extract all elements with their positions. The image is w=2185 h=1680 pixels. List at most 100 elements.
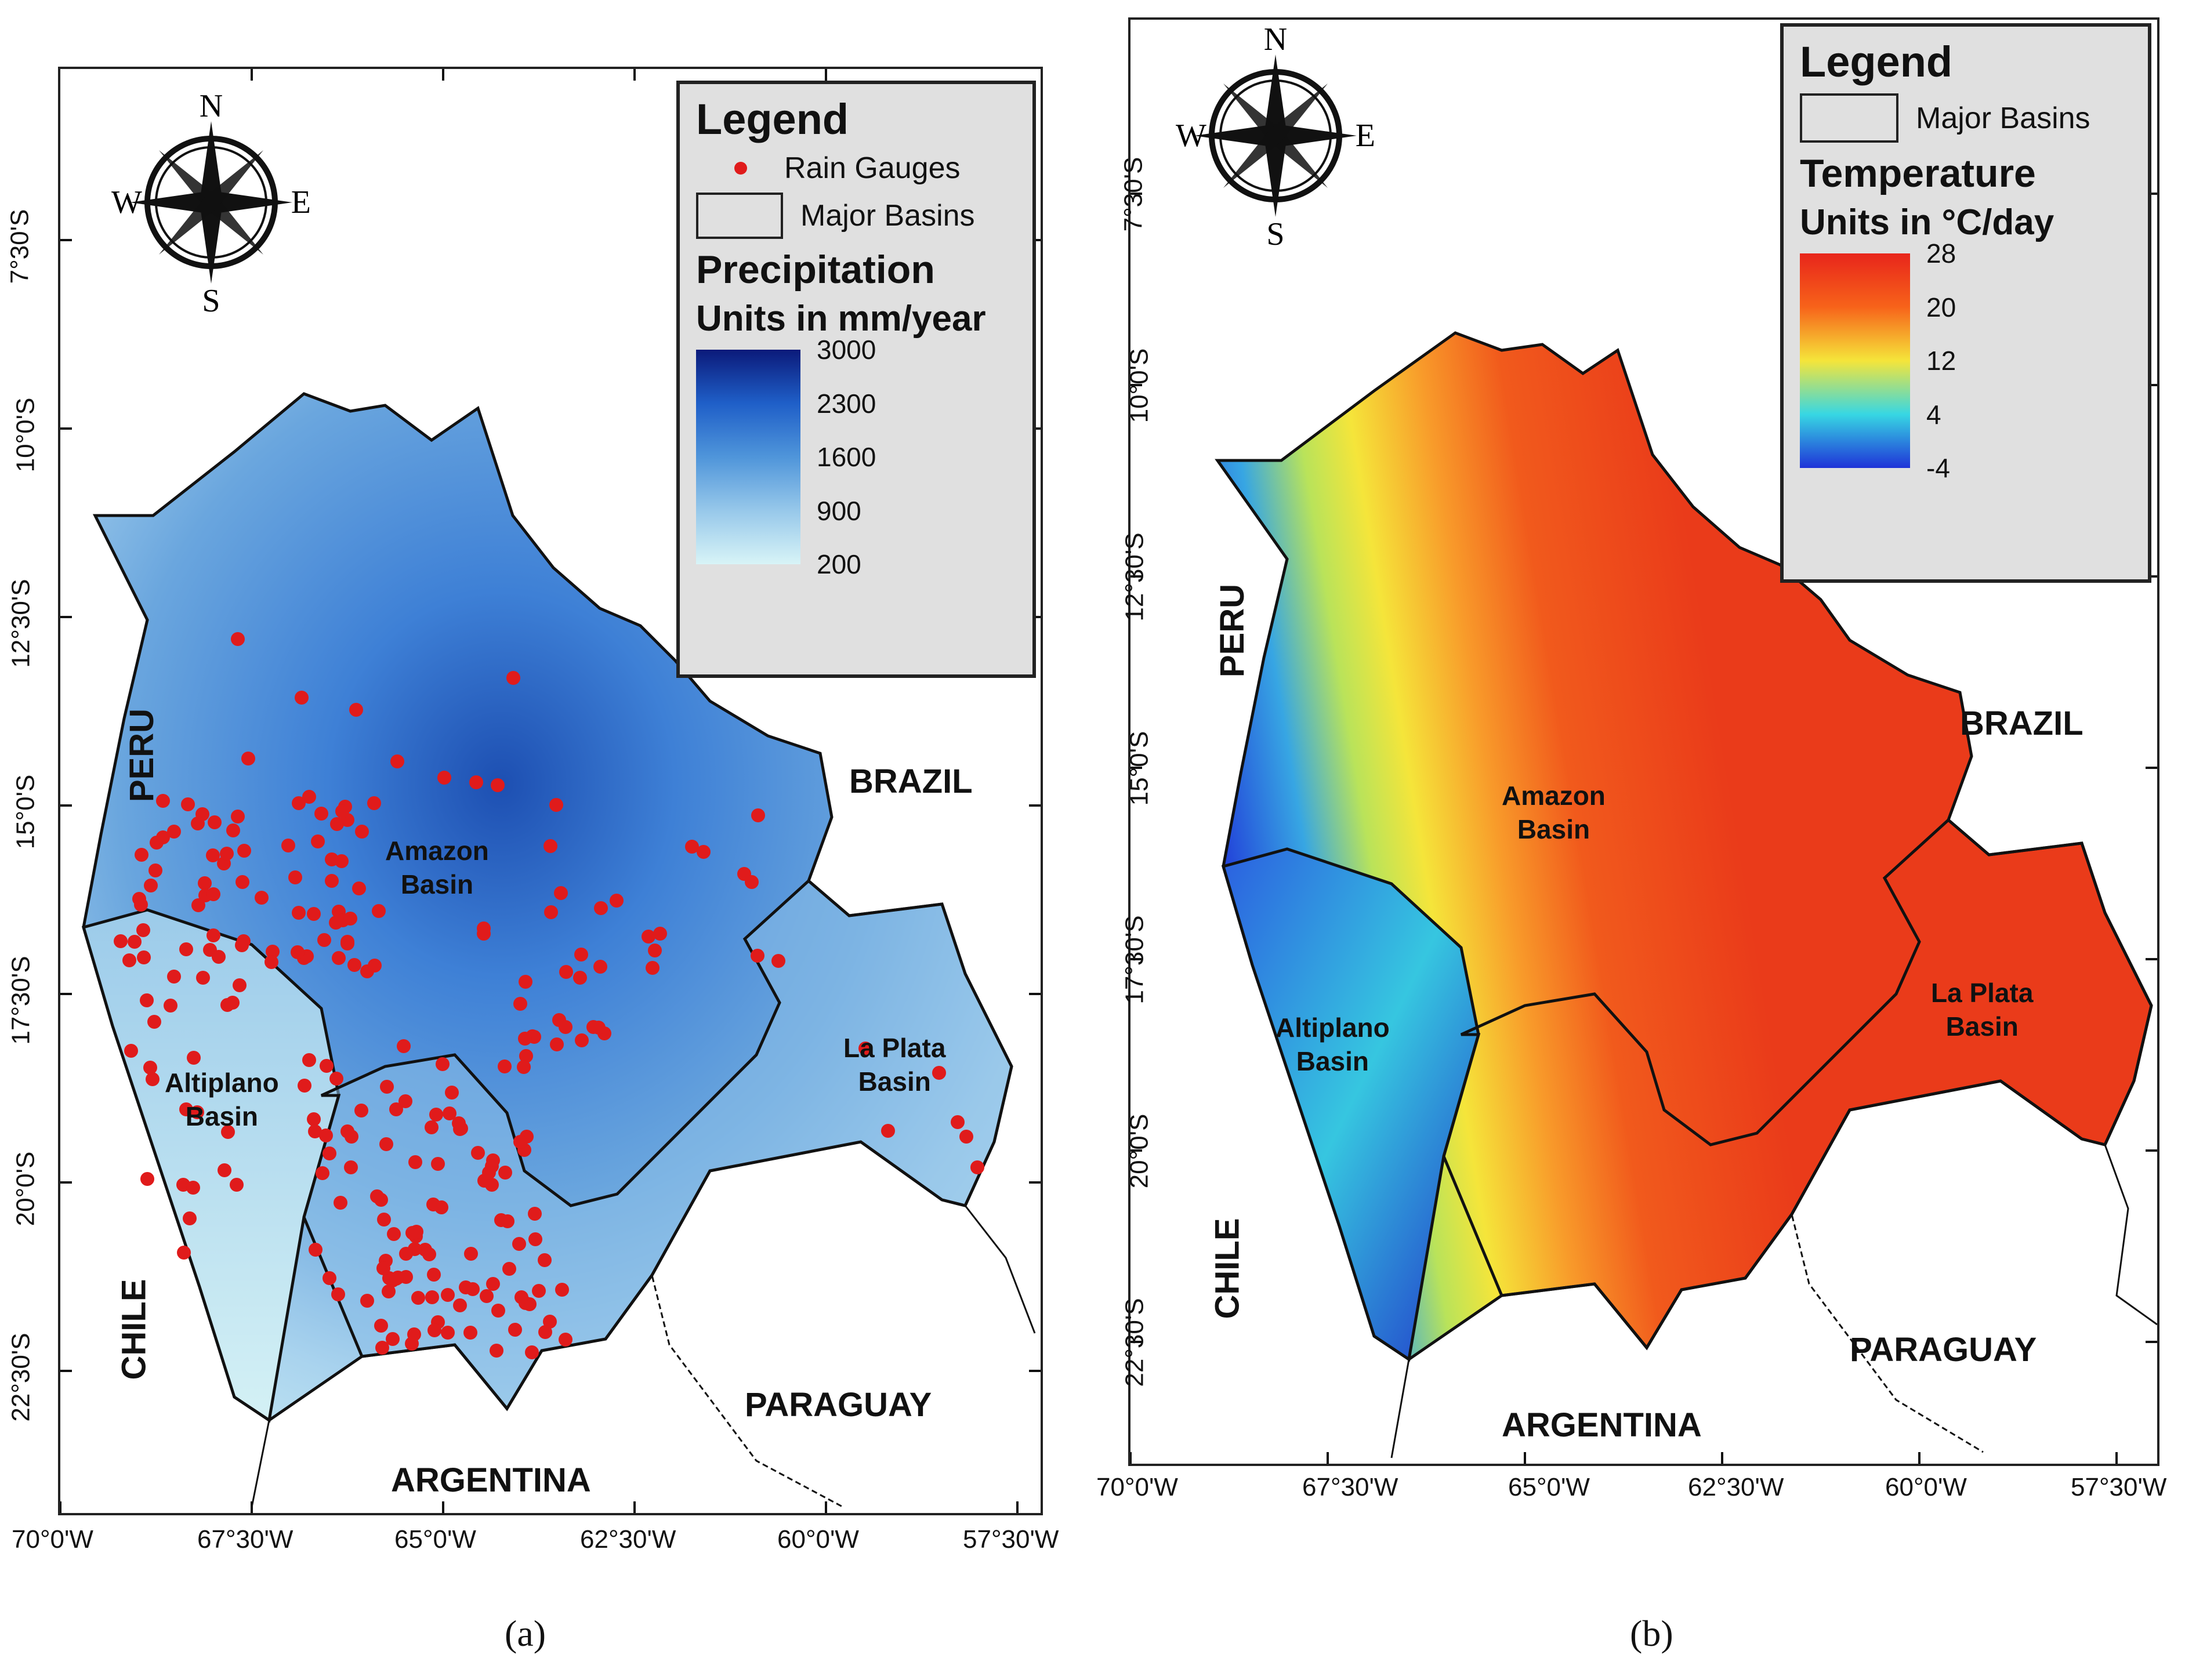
rain-gauge-point <box>148 863 162 877</box>
rain-gauge-point <box>959 1130 973 1144</box>
rain-gauge-point <box>528 1207 542 1221</box>
rain-gauge-point <box>128 935 142 949</box>
rain-gauge-point <box>144 879 158 892</box>
rain-gauge-point <box>164 999 177 1013</box>
basin-outline-icon <box>1800 93 1898 143</box>
rain-gauge-point <box>477 927 491 941</box>
label-altiplano-basin: Altiplano Basin <box>1276 1013 1390 1076</box>
lat-label: 7°30'S <box>1119 157 1148 232</box>
lat-label: 22°30'S <box>6 1333 35 1422</box>
precipitation-map-panel: N S W E Legend Rain Gauges Major Basins … <box>58 67 1043 1515</box>
compass-n: N <box>1264 26 1287 57</box>
rain-gauge-point <box>368 959 382 973</box>
rain-gauge-point <box>549 798 563 812</box>
rain-gauge-point <box>554 886 568 900</box>
rain-gauge-point <box>491 778 505 792</box>
rain-gauge-point <box>288 870 302 884</box>
rain-gauge-point <box>528 1232 542 1246</box>
rain-gauge-point <box>308 1124 322 1138</box>
rain-gauge-point <box>379 1137 393 1151</box>
rain-gauge-point <box>266 945 280 959</box>
rain-gauge-point <box>136 923 150 937</box>
rain-gauge-point <box>745 875 759 889</box>
rain-gauge-point <box>309 1243 323 1257</box>
rain-gauge-point <box>320 1059 334 1073</box>
ramp-label: -4 <box>1926 453 1950 483</box>
rain-gauge-point <box>427 1323 441 1337</box>
rain-gauge-point <box>140 1172 154 1186</box>
rain-gauge-point <box>441 1326 455 1340</box>
rain-gauge-point <box>408 1155 422 1169</box>
rain-gauge-point <box>220 847 234 861</box>
rain-gauge-point <box>543 1315 557 1329</box>
lat-label: 10°0'S <box>11 397 40 473</box>
rain-gauge-point <box>513 997 527 1011</box>
rain-gauge-point <box>653 927 667 941</box>
rain-gauge-point <box>255 891 269 905</box>
laplata-basin <box>1442 818 2153 1351</box>
rain-gauge-point <box>135 848 148 862</box>
label-peru: PERU <box>123 708 161 803</box>
rain-gauge-point <box>302 790 316 804</box>
lon-label: 60°0'W <box>1885 1473 1967 1501</box>
rain-gauge-point <box>593 960 607 974</box>
rain-gauge-point <box>427 1268 441 1282</box>
rain-gauge-point <box>425 1120 439 1134</box>
compass-n: N <box>200 92 223 124</box>
color-ramp: 3000 2300 1600 900 200 <box>696 335 1016 579</box>
rain-gauge-point <box>512 1237 526 1251</box>
rain-gauge-point <box>343 912 357 926</box>
rain-gauge-point <box>181 797 195 811</box>
rain-gauge-point <box>292 796 306 810</box>
rain-gauge-point <box>241 752 255 765</box>
lon-label: 70°0'W <box>1096 1473 1178 1501</box>
precipitation-map <box>60 69 1041 1513</box>
lon-label: 67°30'W <box>1302 1473 1398 1501</box>
rain-gauge-point <box>544 905 558 919</box>
lon-label: 70°0'W <box>12 1525 93 1554</box>
rain-gauge-point <box>389 1272 403 1286</box>
ramp-label: 200 <box>817 549 861 579</box>
rain-gauge-point <box>574 948 588 961</box>
rain-gauge-point <box>190 1105 204 1119</box>
legend-title: Legend <box>1800 38 1953 86</box>
label-altiplano-basin: Altiplano Basin <box>165 1068 279 1131</box>
graticule-ticks <box>1130 193 2157 1464</box>
legend-label: Major Basins <box>800 199 975 233</box>
rain-gauge-point <box>340 937 354 950</box>
rain-gauge-point <box>231 810 245 823</box>
rain-gauge-point <box>330 817 344 831</box>
rain-gauge-point <box>482 1166 496 1180</box>
rain-gauge-point <box>498 1166 512 1180</box>
rain-gauge-point <box>436 1057 450 1071</box>
rain-gauge-point <box>186 1181 200 1195</box>
label-chile: CHILE <box>115 1279 153 1380</box>
rain-gauge-point <box>295 691 309 705</box>
laplata-basin <box>302 879 1013 1412</box>
rain-gauge-point <box>425 1290 439 1304</box>
compass-e: E <box>291 184 311 220</box>
rain-gauge-point <box>389 1102 403 1116</box>
rain-gauge-point <box>697 845 711 859</box>
ramp-label: 3000 <box>817 335 876 365</box>
legend-box: Legend Rain Gauges Major Basins Precipit… <box>676 81 1036 678</box>
label-chile: CHILE <box>1208 1218 1246 1319</box>
lat-label: 10°0'S <box>1125 348 1154 423</box>
lon-label: 62°30'W <box>1688 1473 1784 1501</box>
rain-gauge-point <box>179 942 193 956</box>
neighbour-border-line <box>964 1205 1036 1334</box>
legend-section-title: Temperature <box>1800 151 2036 195</box>
rain-gauge-point <box>156 830 170 844</box>
rain-gauge-point <box>390 754 404 768</box>
rain-gauge-point <box>550 1037 564 1051</box>
rain-gauge-point <box>559 1020 572 1034</box>
rain-gauge-point <box>586 1020 600 1034</box>
neighbour-border-line <box>1791 1109 1984 1453</box>
label-argentina: ARGENTINA <box>1502 1406 1702 1444</box>
rain-gauge-point <box>374 1319 388 1333</box>
lat-label: 7°30'S <box>5 209 34 284</box>
neighbour-border-line <box>251 1420 270 1508</box>
rain-gauge-point <box>422 1247 436 1261</box>
rain-gauge-point <box>610 894 624 908</box>
rain-gauge-point <box>292 906 306 920</box>
